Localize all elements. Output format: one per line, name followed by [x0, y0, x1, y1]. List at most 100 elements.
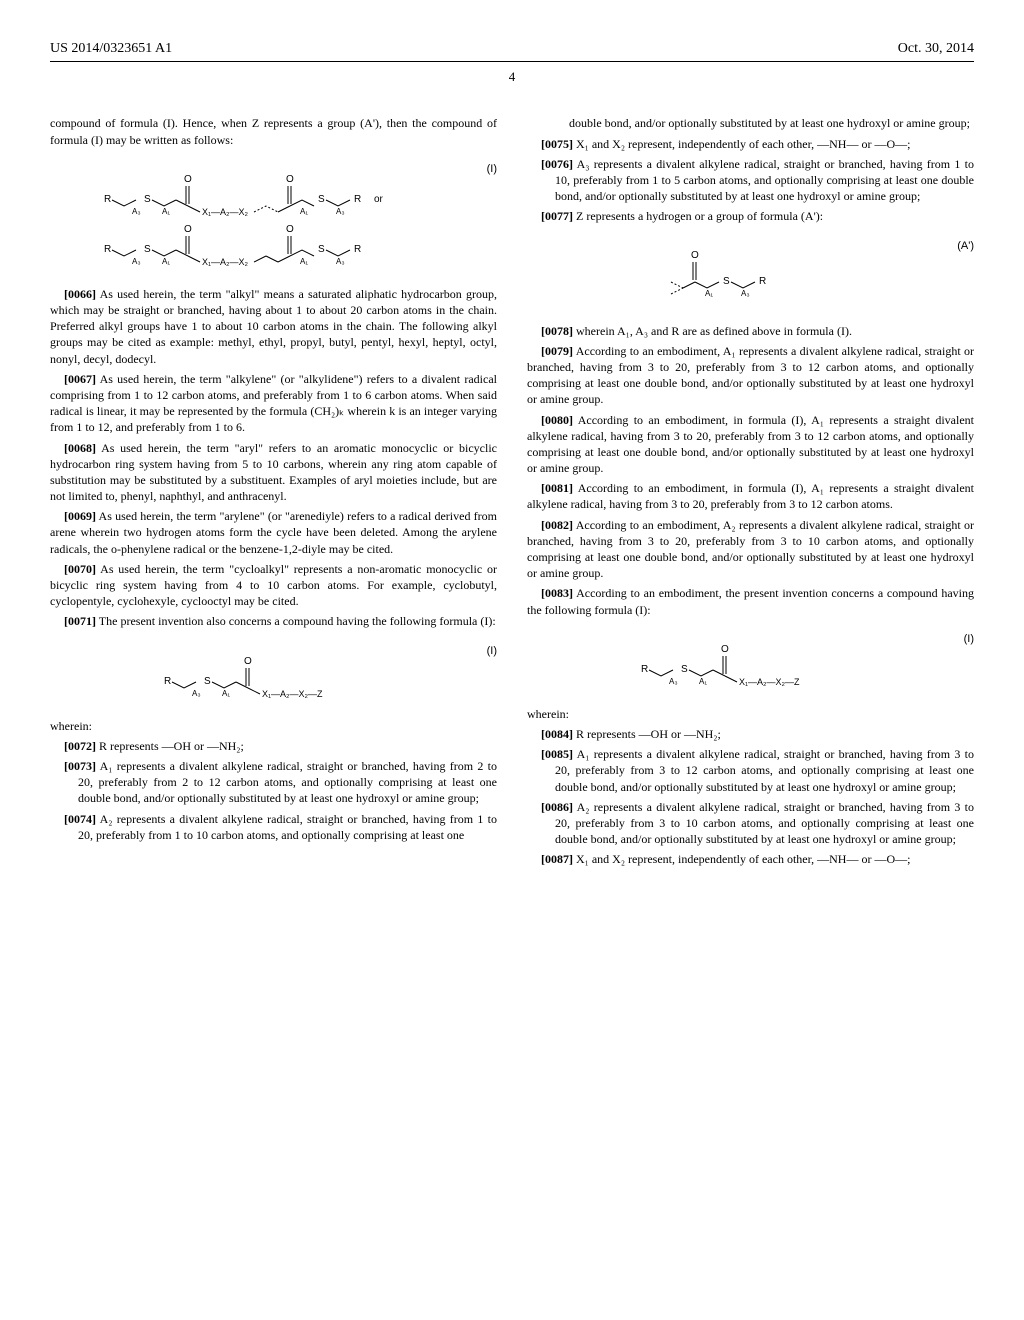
para-text: As used herein, the term "alkylene" (or …	[50, 372, 497, 435]
para-text: The present invention also concerns a co…	[99, 614, 496, 628]
formula-label: (I)	[487, 644, 497, 659]
para-0076: [0076] A₃ represents a divalent alkylene…	[527, 156, 974, 205]
svg-text:O: O	[244, 656, 252, 667]
svg-text:A₁: A₁	[300, 257, 308, 266]
formula-svg: R A₃ S A₁ O X₁—A₂—X₂ O A₁	[94, 162, 454, 272]
patent-number: US 2014/0323651 A1	[50, 40, 172, 59]
para-num: [0069]	[64, 509, 96, 523]
para-0079: [0079] According to an embodiment, A₁ re…	[527, 343, 974, 408]
svg-text:A₃: A₃	[669, 677, 678, 686]
intro-text: compound of formula (I). Hence, when Z r…	[50, 115, 497, 147]
para-num: [0073]	[64, 759, 96, 773]
para-0085: [0085] A₁ represents a divalent alkylene…	[527, 746, 974, 795]
para-num: [0067]	[64, 372, 96, 386]
formula-svg: R A₃ S A₁ O X₁—A₂—X₂—Z	[631, 632, 871, 692]
para-num: [0086]	[541, 800, 573, 814]
para-text: Z represents a hydrogen or a group of fo…	[576, 209, 823, 223]
para-num: [0066]	[64, 287, 96, 301]
para-num: [0083]	[541, 586, 573, 600]
svg-text:R: R	[641, 664, 648, 675]
para-0072: [0072] R represents —OH or —NH₂;	[50, 738, 497, 754]
para-text: According to an embodiment, in formula (…	[527, 481, 974, 511]
para-num: [0081]	[541, 481, 573, 495]
formula-label: (A')	[957, 239, 974, 254]
para-num: [0084]	[541, 727, 573, 741]
svg-text:R: R	[354, 194, 361, 205]
wherein-label: wherein:	[527, 706, 974, 722]
para-text: X₁ and X₂ represent, independently of ea…	[576, 137, 910, 151]
para-text: According to an embodiment, in formula (…	[527, 413, 974, 476]
para-num: [0072]	[64, 739, 96, 753]
para-text: A₂ represents a divalent alkylene radica…	[555, 800, 974, 846]
para-num: [0082]	[541, 518, 573, 532]
para-num: [0071]	[64, 614, 96, 628]
svg-text:A₃: A₃	[132, 257, 141, 266]
svg-text:R: R	[759, 276, 766, 287]
svg-text:A₁: A₁	[222, 689, 230, 698]
svg-text:O: O	[691, 250, 699, 261]
svg-text:A₃: A₃	[336, 257, 345, 266]
chemical-formula-2: (I) R A₃ S A₁ O X₁—A₂—X₂—Z	[50, 644, 497, 704]
svg-text:R: R	[104, 194, 111, 205]
para-0066: [0066] As used herein, the term "alkyl" …	[50, 286, 497, 367]
para-0069: [0069] As used herein, the term "arylene…	[50, 508, 497, 557]
para-num: [0076]	[541, 157, 573, 171]
cont-text: double bond, and/or optionally substitut…	[527, 115, 974, 131]
para-text: A₃ represents a divalent alkylene radica…	[555, 157, 974, 203]
svg-text:A₃: A₃	[741, 289, 750, 298]
svg-text:O: O	[286, 174, 294, 185]
formula-svg: O A₁ S A₃ R	[651, 239, 851, 309]
para-0080: [0080] According to an embodiment, in fo…	[527, 412, 974, 477]
svg-text:O: O	[184, 224, 192, 235]
para-text: A₂ represents a divalent alkylene radica…	[78, 812, 497, 842]
page-header: US 2014/0323651 A1 Oct. 30, 2014	[50, 40, 974, 62]
para-0075: [0075] X₁ and X₂ represent, independentl…	[527, 136, 974, 152]
para-num: [0085]	[541, 747, 573, 761]
para-num: [0080]	[541, 413, 573, 427]
para-0073: [0073] A₁ represents a divalent alkylene…	[50, 758, 497, 807]
svg-text:X₁—A₂—X₂: X₁—A₂—X₂	[202, 207, 249, 217]
svg-text:X₁—A₂—X₂: X₁—A₂—X₂	[202, 257, 249, 267]
para-num: [0078]	[541, 324, 573, 338]
para-text: R represents —OH or —NH₂;	[99, 739, 244, 753]
para-num: [0070]	[64, 562, 96, 576]
formula-label: (I)	[964, 632, 974, 647]
svg-text:S: S	[723, 276, 730, 287]
svg-text:A₁: A₁	[162, 257, 170, 266]
para-num: [0074]	[64, 812, 96, 826]
svg-text:or: or	[374, 194, 384, 205]
formula-label: (I)	[487, 162, 497, 177]
svg-text:S: S	[204, 676, 211, 687]
svg-text:R: R	[104, 244, 111, 255]
svg-text:A₃: A₃	[132, 207, 141, 216]
left-column: compound of formula (I). Hence, when Z r…	[50, 115, 497, 871]
para-text: wherein A₁, A₃ and R are as defined abov…	[576, 324, 852, 338]
formula-svg: R A₃ S A₁ O X₁—A₂—X₂—Z	[154, 644, 394, 704]
para-0082: [0082] According to an embodiment, A₂ re…	[527, 517, 974, 582]
para-text: As used herein, the term "arylene" (or "…	[50, 509, 497, 555]
para-0070: [0070] As used herein, the term "cycloal…	[50, 561, 497, 610]
content-columns: compound of formula (I). Hence, when Z r…	[50, 115, 974, 871]
para-text: As used herein, the term "aryl" refers t…	[50, 441, 497, 504]
para-text: As used herein, the term "cycloalkyl" re…	[50, 562, 497, 608]
para-0081: [0081] According to an embodiment, in fo…	[527, 480, 974, 512]
para-text: As used herein, the term "alkyl" means a…	[50, 287, 497, 366]
para-text: R represents —OH or —NH₂;	[576, 727, 721, 741]
para-0084: [0084] R represents —OH or —NH₂;	[527, 726, 974, 742]
svg-text:X₁—A₂—X₂—Z: X₁—A₂—X₂—Z	[739, 677, 800, 687]
svg-text:A₁: A₁	[300, 207, 308, 216]
para-num: [0077]	[541, 209, 573, 223]
para-text: According to an embodiment, A₁ represent…	[527, 344, 974, 407]
svg-text:O: O	[286, 224, 294, 235]
svg-text:A₃: A₃	[336, 207, 345, 216]
para-0077: [0077] Z represents a hydrogen or a grou…	[527, 208, 974, 224]
para-0086: [0086] A₂ represents a divalent alkylene…	[527, 799, 974, 848]
para-text: According to an embodiment, A₂ represent…	[527, 518, 974, 581]
para-0083: [0083] According to an embodiment, the p…	[527, 585, 974, 617]
svg-text:R: R	[164, 676, 171, 687]
svg-text:A₃: A₃	[192, 689, 201, 698]
para-text: X₁ and X₂ represent, independently of ea…	[576, 852, 910, 866]
svg-text:S: S	[144, 244, 151, 255]
para-0074: [0074] A₂ represents a divalent alkylene…	[50, 811, 497, 843]
chemical-formula-1: (I) R A₃ S A₁ O X₁—A₂—X₂ O	[50, 162, 497, 272]
